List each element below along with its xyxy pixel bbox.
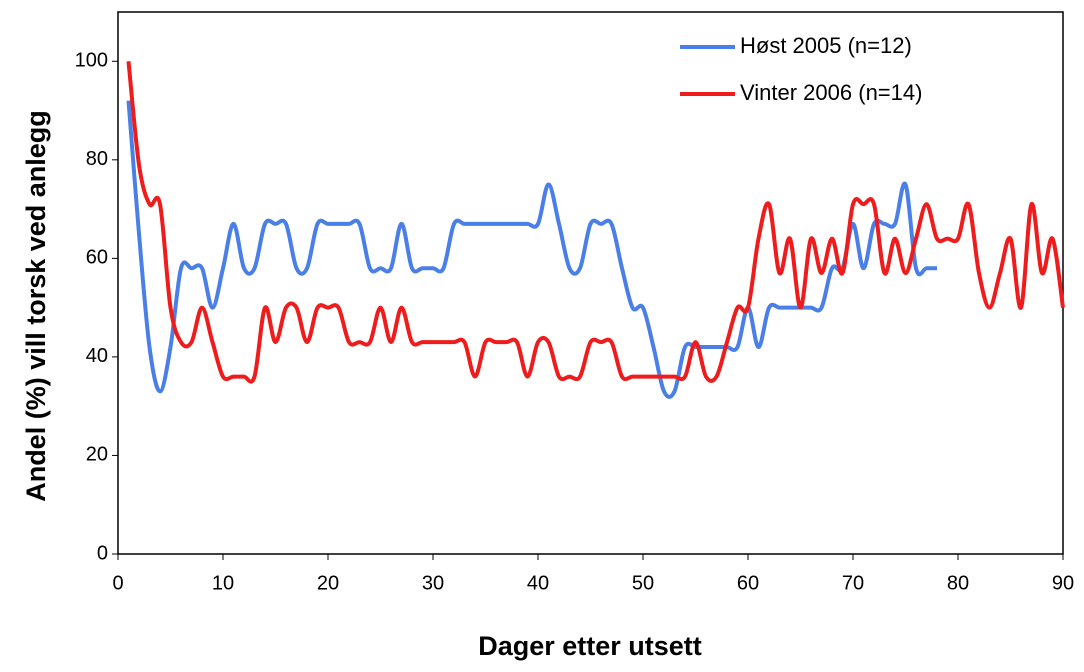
y-tick-label: 20 <box>86 444 108 466</box>
x-tick-label: 60 <box>737 572 759 594</box>
y-axis-title: Andel (%) vill torsk ved anlegg <box>21 110 51 502</box>
x-tick-label: 50 <box>632 572 654 594</box>
x-tick-label: 70 <box>842 572 864 594</box>
x-tick-label: 40 <box>527 572 549 594</box>
y-tick-label: 0 <box>97 542 108 564</box>
y-tick-label: 40 <box>86 345 108 367</box>
y-tick-label: 80 <box>86 148 108 170</box>
y-tick-label: 60 <box>86 247 108 269</box>
x-tick-label: 0 <box>112 572 123 594</box>
y-tick-label: 100 <box>75 50 108 72</box>
x-tick-label: 80 <box>947 572 969 594</box>
legend-label: Høst 2005 (n=12) <box>740 33 912 58</box>
plot-frame <box>117 11 1064 555</box>
x-tick-label: 30 <box>422 572 444 594</box>
x-tick-label: 10 <box>212 572 234 594</box>
data-line <box>126 61 1065 384</box>
x-axis-title: Dager etter utsett <box>478 631 702 661</box>
legend-label: Vinter 2006 (n=14) <box>740 80 922 105</box>
x-tick-label: 20 <box>317 572 339 594</box>
x-tick-label: 90 <box>1052 572 1074 594</box>
